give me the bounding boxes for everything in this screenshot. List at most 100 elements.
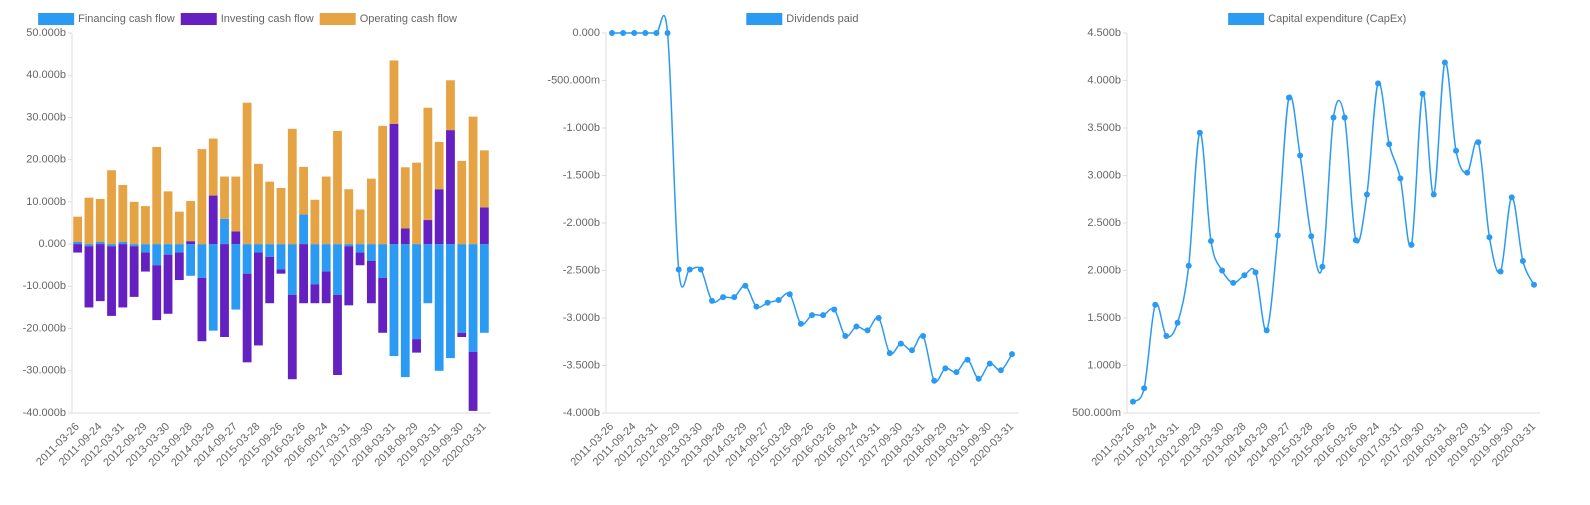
bar bbox=[344, 246, 354, 306]
bar bbox=[423, 107, 433, 221]
bar bbox=[186, 241, 196, 245]
bar bbox=[174, 244, 184, 253]
bar bbox=[434, 141, 444, 190]
bar bbox=[287, 128, 297, 245]
point bbox=[1285, 94, 1292, 101]
point bbox=[653, 30, 660, 36]
bar bbox=[253, 163, 263, 245]
bar bbox=[310, 244, 320, 285]
point bbox=[1363, 191, 1370, 198]
bar bbox=[333, 244, 342, 295]
y-tick-label: 50.000b bbox=[26, 27, 66, 39]
y-tick-label: -20.000b bbox=[23, 322, 66, 334]
bar bbox=[321, 176, 331, 245]
bar bbox=[457, 160, 467, 245]
point bbox=[997, 367, 1004, 374]
point bbox=[697, 266, 704, 273]
bar bbox=[299, 244, 309, 304]
bar bbox=[84, 197, 94, 245]
point bbox=[1531, 281, 1537, 288]
bar bbox=[231, 231, 241, 245]
bar bbox=[412, 339, 421, 353]
bar bbox=[333, 294, 342, 375]
bar bbox=[378, 125, 388, 245]
point bbox=[1009, 351, 1015, 358]
bar bbox=[310, 199, 320, 245]
bar bbox=[220, 244, 229, 337]
point bbox=[1297, 152, 1304, 159]
point bbox=[964, 356, 971, 363]
bar bbox=[446, 80, 455, 131]
point bbox=[1163, 333, 1170, 340]
point bbox=[1397, 175, 1404, 182]
y-tick-label: 40.000b bbox=[26, 69, 66, 81]
point bbox=[897, 340, 904, 347]
bar bbox=[95, 244, 105, 302]
bar bbox=[163, 244, 173, 255]
bar bbox=[186, 244, 196, 276]
point bbox=[920, 333, 927, 340]
point bbox=[620, 30, 627, 36]
bar bbox=[95, 198, 105, 242]
bar bbox=[208, 244, 218, 331]
point bbox=[864, 327, 871, 334]
bar bbox=[378, 277, 388, 333]
bar bbox=[423, 220, 433, 245]
bar bbox=[400, 228, 410, 245]
bar bbox=[141, 252, 150, 272]
point bbox=[742, 282, 749, 289]
bar bbox=[141, 206, 150, 245]
point bbox=[664, 30, 671, 36]
bar bbox=[366, 261, 376, 304]
y-tick-label: 10.000b bbox=[26, 196, 66, 208]
point bbox=[1130, 398, 1136, 405]
bar bbox=[73, 244, 83, 253]
point bbox=[1453, 147, 1460, 154]
legend-label: Operating cash flow bbox=[360, 13, 457, 25]
y-tick-label: 30.000b bbox=[26, 111, 66, 123]
point bbox=[1230, 279, 1237, 286]
point bbox=[886, 350, 893, 357]
bar bbox=[197, 244, 207, 278]
bar bbox=[389, 60, 399, 124]
bar bbox=[174, 211, 184, 245]
point bbox=[1341, 114, 1348, 121]
point bbox=[986, 360, 993, 367]
point bbox=[1252, 269, 1259, 276]
bar bbox=[186, 201, 196, 242]
bar bbox=[446, 244, 455, 359]
bar bbox=[95, 242, 105, 245]
y-tick-label: -30.000b bbox=[23, 365, 66, 377]
point bbox=[1330, 114, 1337, 121]
chart: Dividends paid -4.000b -3.500b -3.000b -2.50… bbox=[547, 13, 1018, 469]
bar bbox=[366, 244, 376, 261]
bar bbox=[163, 191, 173, 245]
bar bbox=[333, 130, 342, 245]
bar bbox=[174, 252, 184, 280]
bar bbox=[73, 216, 83, 242]
point bbox=[1430, 191, 1437, 198]
point bbox=[1486, 234, 1493, 241]
bar bbox=[299, 166, 309, 215]
point bbox=[1386, 141, 1393, 148]
point bbox=[709, 297, 715, 304]
bar bbox=[163, 254, 173, 314]
point bbox=[631, 30, 638, 36]
bar bbox=[355, 209, 365, 245]
point bbox=[642, 30, 649, 36]
bar bbox=[231, 176, 241, 232]
point bbox=[931, 377, 938, 384]
point bbox=[820, 312, 827, 319]
bar bbox=[434, 189, 444, 245]
bar bbox=[220, 176, 229, 219]
point bbox=[831, 306, 838, 313]
bar bbox=[412, 244, 421, 340]
point bbox=[875, 315, 882, 321]
bar bbox=[423, 244, 433, 304]
point bbox=[909, 347, 915, 354]
y-tick-label: 2.500b bbox=[1087, 217, 1121, 229]
y-tick-label: -500.000m bbox=[547, 74, 600, 86]
point bbox=[1497, 268, 1504, 275]
bar bbox=[265, 244, 275, 257]
point bbox=[1519, 258, 1526, 264]
